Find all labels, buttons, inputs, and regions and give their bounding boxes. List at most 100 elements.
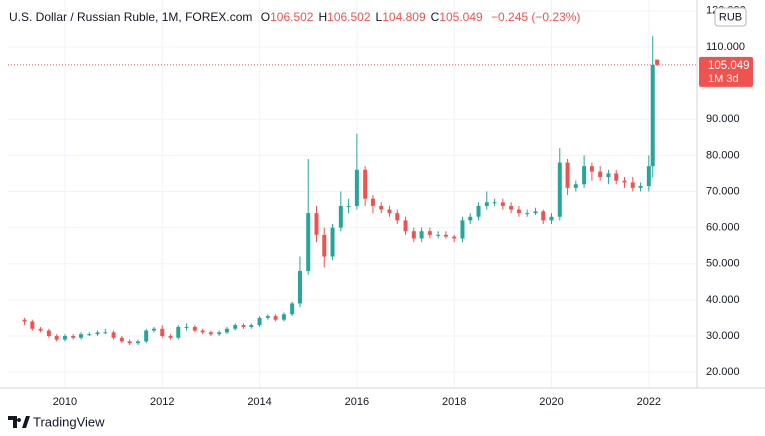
candle-body <box>87 334 92 336</box>
y-tick-label: 20.000 <box>706 366 740 378</box>
candle-body <box>127 341 132 344</box>
candle-body <box>379 205 384 210</box>
candle-body <box>176 326 181 338</box>
candle-body <box>354 169 359 206</box>
candle-body <box>557 162 562 217</box>
candle-body <box>622 180 627 183</box>
candle-body <box>541 211 546 221</box>
candle-body <box>208 332 213 335</box>
candle-body <box>322 234 327 257</box>
candle-body <box>346 205 351 207</box>
x-tick-label: 2022 <box>637 396 661 408</box>
candle-body <box>306 213 311 271</box>
candle-body <box>71 335 76 338</box>
candle-body <box>265 316 270 318</box>
x-tick-label: 2012 <box>150 396 174 408</box>
candle-body <box>200 330 205 333</box>
candle-body <box>338 205 343 228</box>
candle-body <box>30 321 35 329</box>
ohlc-value: 105.049 <box>439 10 483 24</box>
y-tick-label: 50.000 <box>706 258 740 270</box>
candle-body <box>290 303 295 315</box>
currency-label[interactable]: RUB <box>719 11 742 23</box>
candle-body <box>192 326 197 331</box>
ohlc-key: O <box>260 10 271 24</box>
candle-body <box>38 328 43 331</box>
candle-body <box>443 234 448 237</box>
candle-body <box>330 227 335 257</box>
candle-body <box>606 173 611 178</box>
candle-body <box>273 316 278 320</box>
candle-body <box>476 205 481 217</box>
price-label: 105.049 <box>708 60 750 72</box>
candle-body <box>135 341 140 344</box>
y-tick-label: 110.000 <box>706 41 745 53</box>
y-tick-label: 40.000 <box>706 294 740 306</box>
y-tick-label: 60.000 <box>706 222 740 234</box>
x-tick-label: 2020 <box>539 396 563 408</box>
candle-body <box>509 205 514 210</box>
candle-body <box>363 169 368 199</box>
candle-body <box>460 220 465 239</box>
candle-body <box>565 162 570 188</box>
candle-body <box>395 213 400 221</box>
candle-body <box>111 332 116 338</box>
y-tick-label: 70.000 <box>706 185 740 197</box>
y-tick-label: 30.000 <box>706 330 740 342</box>
candle-body <box>427 231 432 235</box>
ohlc-key: C <box>430 10 440 24</box>
candle-body <box>492 202 497 204</box>
candle-body <box>144 330 149 342</box>
candle-body <box>533 211 538 214</box>
candle-body <box>468 216 473 221</box>
candle-body <box>650 65 655 167</box>
candle-body <box>46 330 51 336</box>
candle-body <box>484 202 489 206</box>
candle-body <box>54 335 59 340</box>
candle-body <box>249 325 254 327</box>
brand-name: TradingView <box>33 414 105 429</box>
candle-body <box>297 270 302 304</box>
symbol-title: U.S. Dollar / Russian Ruble, 1M, FOREX.c… <box>9 10 253 24</box>
candle-body <box>184 326 189 328</box>
candle-body <box>598 171 603 178</box>
candle-body <box>224 328 229 333</box>
candle-body <box>419 231 424 239</box>
candle-body <box>233 325 238 329</box>
candle-body <box>630 182 635 188</box>
candle-body <box>549 216 554 221</box>
candle-body <box>614 173 619 181</box>
x-tick-label: 2014 <box>247 396 271 408</box>
candle-body <box>314 213 319 235</box>
candle-body <box>217 332 222 335</box>
candle-body <box>525 213 530 215</box>
candle-body <box>582 166 587 185</box>
candle-body <box>436 234 441 236</box>
candle-body <box>589 166 594 172</box>
candle-body <box>516 209 521 214</box>
candle-body <box>78 334 83 338</box>
candle-body <box>573 184 578 188</box>
candle-body <box>655 59 660 65</box>
candle-body <box>95 332 100 335</box>
candle-body <box>103 332 108 334</box>
brand-logo <box>8 416 30 428</box>
candle-body <box>411 231 416 239</box>
ohlc-value: 106.502 <box>327 10 371 24</box>
price-label-box <box>699 56 753 87</box>
ohlc-key: L <box>375 10 383 24</box>
candle-body <box>160 328 165 336</box>
currency-button[interactable] <box>714 7 747 27</box>
y-tick-label: 80.000 <box>706 149 740 161</box>
change: −0.245 (−0.23%) <box>491 10 581 24</box>
x-tick-label: 2016 <box>345 396 369 408</box>
candle-body <box>257 317 262 326</box>
candle-body <box>62 335 67 340</box>
candle-body <box>500 202 505 206</box>
candle-body <box>151 328 156 331</box>
candle-body <box>638 186 643 188</box>
legend: U.S. Dollar / Russian Ruble, 1M, FOREX.c… <box>9 10 580 24</box>
candle-body <box>281 314 286 320</box>
